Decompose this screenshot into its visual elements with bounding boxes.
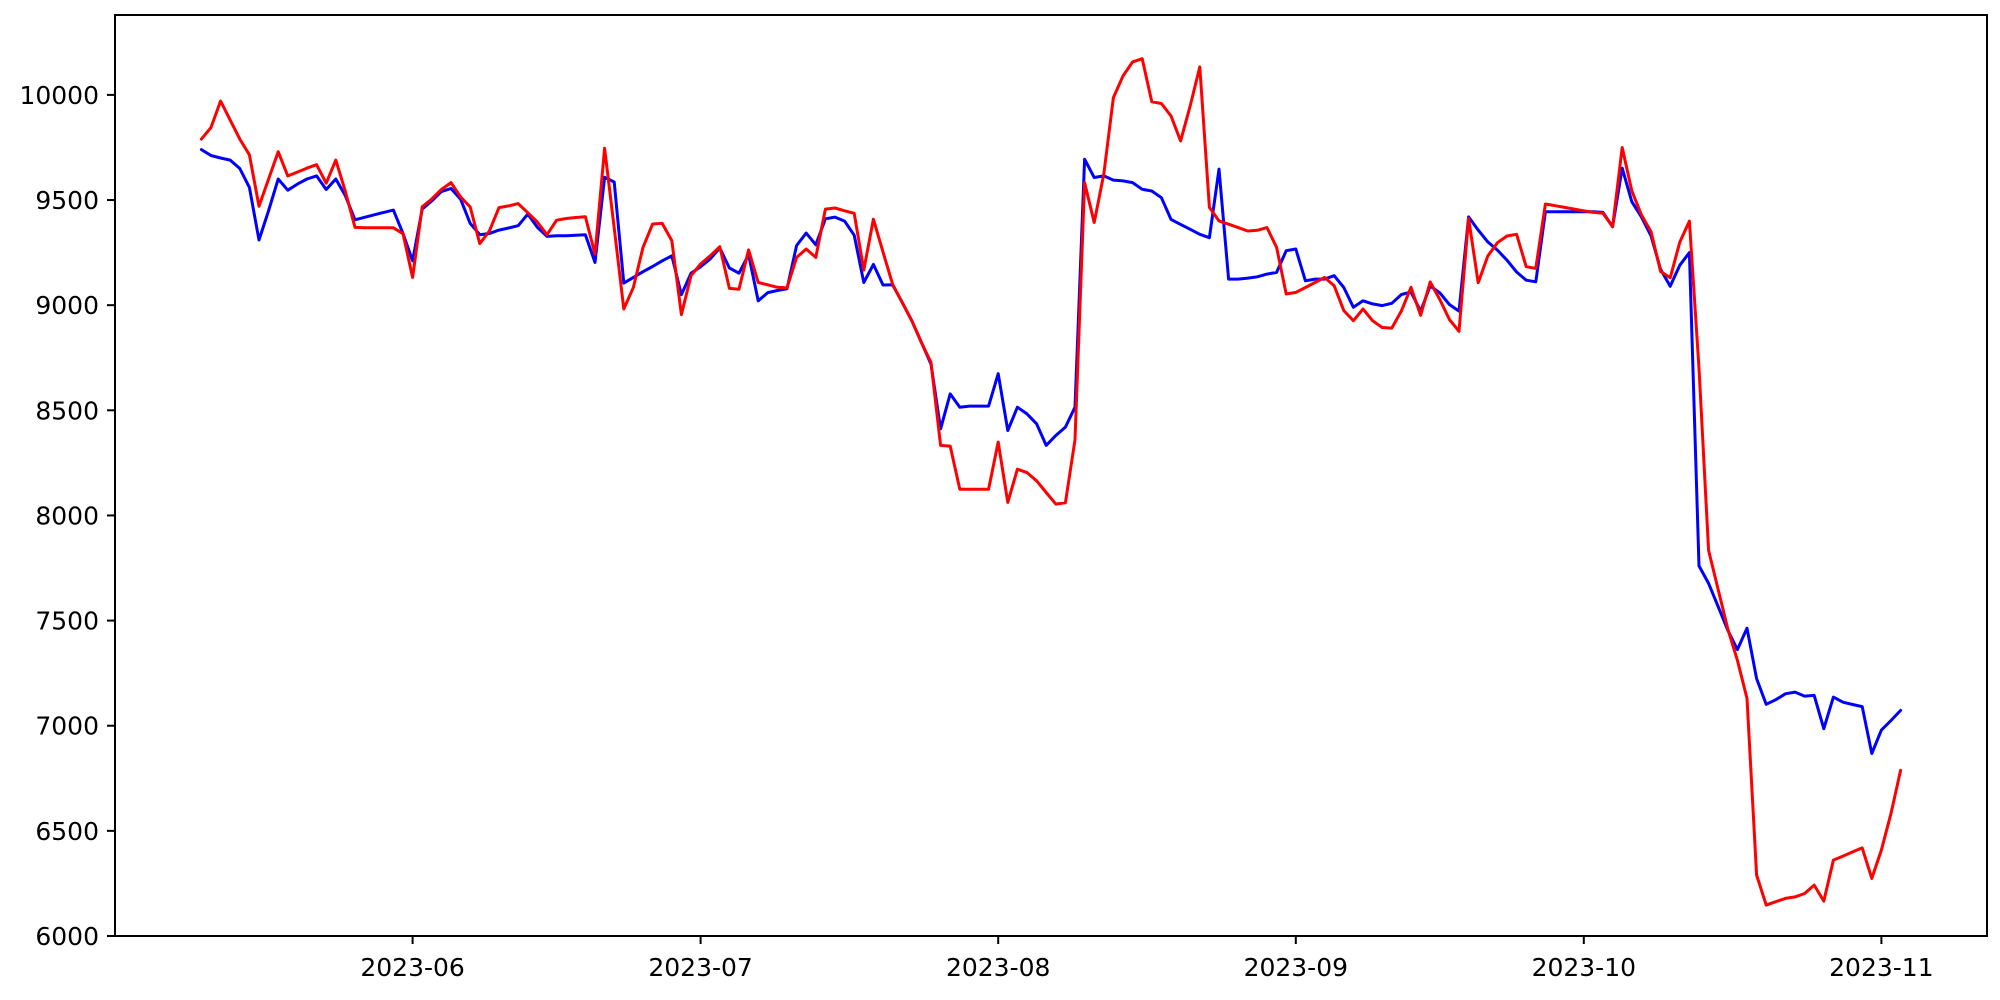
y-tick-label: 7500 (35, 607, 99, 636)
y-tick-label: 9500 (35, 186, 99, 215)
y-tick-label: 9000 (35, 291, 99, 320)
x-tick-label: 2023-09 (1244, 953, 1348, 982)
x-tick-label: 2023-10 (1532, 953, 1636, 982)
axes-spines (114, 14, 1988, 937)
y-tick-label: 7000 (35, 712, 99, 741)
y-tick-label: 6000 (35, 922, 99, 951)
x-tick-label: 2023-11 (1829, 953, 1933, 982)
y-tick-label: 6500 (35, 817, 99, 846)
x-tick-label: 2023-07 (648, 953, 752, 982)
y-tick-label: 10000 (19, 81, 99, 110)
red-series-line (199, 57, 1903, 907)
x-tick-label: 2023-08 (946, 953, 1050, 982)
y-tick-label: 8000 (35, 501, 99, 530)
x-tick-label: 2023-06 (360, 953, 464, 982)
y-tick-label: 8500 (35, 396, 99, 425)
